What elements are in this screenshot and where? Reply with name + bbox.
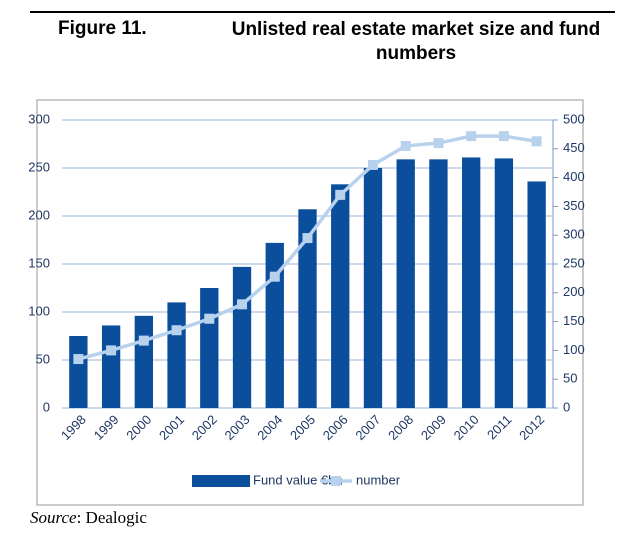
y2-tick-label: 50 [563, 371, 577, 386]
line-marker [171, 325, 182, 336]
y2-tick-label: 500 [563, 111, 585, 126]
x-tick-label: 2008 [385, 412, 416, 443]
y-tick-label: 300 [28, 111, 50, 126]
bar [429, 159, 448, 408]
y2-tick-label: 150 [563, 313, 585, 328]
x-tick-label: 2006 [320, 412, 351, 443]
figure-label: Figure 11. [58, 18, 147, 39]
legend-label: number [356, 472, 401, 487]
bar [363, 168, 383, 408]
x-tick-label: 2009 [418, 412, 449, 443]
line-marker [73, 354, 84, 365]
x-tick-label: 2001 [156, 412, 187, 443]
line-marker [138, 335, 149, 346]
line-marker [433, 138, 444, 149]
line-marker [466, 131, 477, 142]
line-marker [302, 233, 313, 244]
x-tick-label: 1998 [58, 412, 89, 443]
y2-tick-label: 100 [563, 342, 585, 357]
y-tick-label: 250 [28, 159, 50, 174]
y-tick-label: 50 [36, 351, 50, 366]
y2-tick-label: 400 [563, 169, 585, 184]
y2-tick-label: 300 [563, 227, 585, 242]
line-marker [400, 140, 411, 151]
source: Source: Dealogic [30, 508, 147, 528]
x-tick-label: 2007 [352, 412, 383, 443]
source-label: Source [30, 508, 77, 527]
line-marker [269, 271, 280, 282]
x-tick-label: 2003 [222, 412, 253, 443]
y-tick-label: 200 [28, 207, 50, 222]
legend-label: Fund value €bn [253, 472, 343, 487]
line-marker [237, 299, 248, 310]
bar [101, 325, 121, 408]
line-marker [335, 189, 346, 200]
legend-marker [331, 476, 341, 486]
bar [265, 242, 284, 408]
bar [494, 158, 514, 408]
bar [69, 336, 88, 408]
line-marker [498, 131, 509, 142]
x-tick-label: 2005 [287, 412, 318, 443]
bar [331, 184, 350, 408]
line-marker [531, 136, 542, 147]
bar [167, 302, 186, 408]
line-marker [204, 313, 215, 324]
x-tick-label: 2011 [484, 412, 514, 442]
x-tick-label: 2012 [516, 412, 547, 443]
y2-tick-label: 200 [563, 284, 585, 299]
y2-tick-label: 250 [563, 255, 585, 270]
chart-title: Unlisted real estate market size and fun… [231, 19, 601, 64]
x-tick-label: 1999 [91, 412, 122, 443]
top-rule [30, 11, 615, 13]
y-tick-label: 150 [28, 255, 50, 270]
y-tick-label: 100 [28, 303, 50, 318]
y-tick-label: 0 [43, 399, 50, 414]
x-tick-label: 2004 [254, 412, 285, 443]
x-tick-label: 2000 [123, 412, 154, 443]
bar [232, 266, 252, 408]
legend-swatch [192, 475, 250, 487]
bar [200, 288, 219, 408]
line-marker [106, 345, 117, 356]
y2-tick-label: 350 [563, 198, 585, 213]
x-tick-label: 2002 [189, 412, 220, 443]
source-text: : Dealogic [76, 508, 147, 527]
bar [134, 315, 153, 408]
bar [396, 159, 415, 408]
line-marker [367, 159, 378, 170]
x-tick-label: 2010 [451, 412, 482, 443]
bar [462, 157, 481, 408]
chart-frame [36, 99, 584, 506]
bar [298, 209, 317, 408]
y2-tick-label: 0 [563, 399, 570, 414]
y2-tick-label: 450 [563, 140, 585, 155]
bar [527, 181, 546, 408]
